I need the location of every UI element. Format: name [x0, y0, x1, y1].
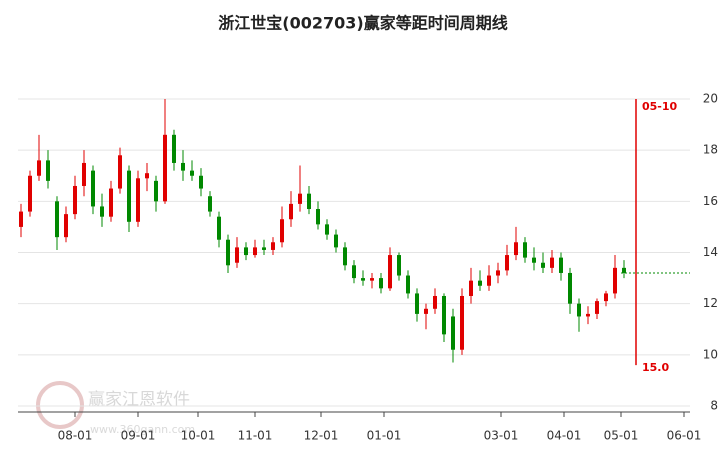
candle-body — [190, 170, 194, 176]
y-tick-label: 20 — [703, 92, 718, 106]
candle-body — [370, 278, 374, 281]
candle-body — [352, 265, 356, 279]
candle-body — [478, 280, 482, 286]
x-tick-label: 01-01 — [367, 429, 402, 443]
candle-body — [406, 275, 410, 294]
y-tick-label: 18 — [703, 143, 718, 157]
candle-body — [325, 224, 329, 235]
candle-body — [154, 180, 158, 202]
candle-body — [415, 293, 419, 314]
chart-title: 浙江世宝(002703)赢家等距时间周期线 — [218, 14, 507, 33]
candle-body — [163, 134, 167, 202]
candle-body — [91, 170, 95, 207]
candle-body — [433, 295, 437, 309]
candle-body — [451, 316, 455, 350]
y-tick-label: 8 — [710, 399, 718, 413]
candle-body — [280, 219, 284, 243]
candle-body — [127, 170, 131, 222]
candle-body — [514, 242, 518, 256]
candle-body — [469, 280, 473, 296]
x-tick-label: 06-01 — [667, 429, 702, 443]
x-tick-label: 05-01 — [604, 429, 639, 443]
x-tick-label: 10-01 — [181, 429, 216, 443]
y-tick-label: 14 — [703, 245, 718, 259]
candle-body — [532, 257, 536, 263]
y-tick-label: 10 — [703, 347, 718, 361]
watermark-logo — [36, 381, 84, 429]
candle-body — [361, 278, 365, 281]
candle-body — [64, 214, 68, 238]
y-tick-label: 12 — [703, 296, 718, 310]
candle-body — [595, 301, 599, 314]
candle-body — [145, 173, 149, 179]
candle-body — [28, 175, 32, 212]
candle-body — [613, 267, 617, 294]
watermark: 赢家江恩软件 — [88, 390, 190, 410]
candle-body — [262, 247, 266, 250]
candle-body — [244, 247, 248, 256]
candle-body — [397, 255, 401, 276]
candle-body — [586, 313, 590, 317]
candle-body — [208, 196, 212, 212]
candle-body — [604, 293, 608, 302]
candle-body — [19, 211, 23, 227]
cycle-label: 05-10 — [642, 100, 678, 113]
candle-body — [388, 255, 392, 289]
candle-body — [37, 160, 41, 176]
candle-body — [82, 162, 86, 186]
candle-body — [505, 255, 509, 271]
candle-body — [487, 275, 491, 286]
candle-body — [343, 247, 347, 266]
candle-body — [55, 201, 59, 238]
y-tick-label: 16 — [703, 194, 718, 208]
candle-body — [307, 193, 311, 210]
candle-body — [460, 295, 464, 350]
watermark-url: www.360gann.com — [90, 423, 195, 436]
candle-body — [118, 155, 122, 189]
x-tick-label: 09-01 — [121, 429, 156, 443]
x-tick-label: 04-01 — [547, 429, 582, 443]
candle-body — [253, 247, 257, 256]
cycle-bottom-label: 15.0 — [642, 361, 669, 374]
candle-body — [442, 295, 446, 335]
candle-body — [550, 257, 554, 268]
candle-body — [136, 178, 140, 222]
candle-body — [226, 239, 230, 266]
candle-body — [577, 303, 581, 317]
x-tick-label: 12-01 — [304, 429, 339, 443]
candle-body — [334, 234, 338, 248]
candle-body — [109, 188, 113, 217]
candle-body — [289, 203, 293, 220]
candle-body — [100, 206, 104, 217]
x-tick-label: 03-01 — [484, 429, 519, 443]
x-tick-label: 08-01 — [58, 429, 93, 443]
candle-body — [73, 185, 77, 215]
candle-body — [298, 193, 302, 204]
x-tick-label: 11-01 — [238, 429, 273, 443]
candle-body — [316, 209, 320, 225]
candle-body — [199, 175, 203, 189]
candle-body — [46, 160, 50, 181]
candle-body — [181, 162, 185, 171]
candle-body — [568, 272, 572, 304]
candle-body — [217, 216, 221, 240]
candle-body — [271, 242, 275, 250]
candle-body — [523, 242, 527, 258]
candle-body — [379, 278, 383, 289]
candle-body — [235, 247, 239, 263]
candle-body — [424, 308, 428, 314]
candle-body — [541, 262, 545, 268]
candle-body — [622, 267, 626, 273]
candle-body — [559, 257, 563, 273]
candle-body — [172, 134, 176, 163]
candle-body — [496, 270, 500, 276]
